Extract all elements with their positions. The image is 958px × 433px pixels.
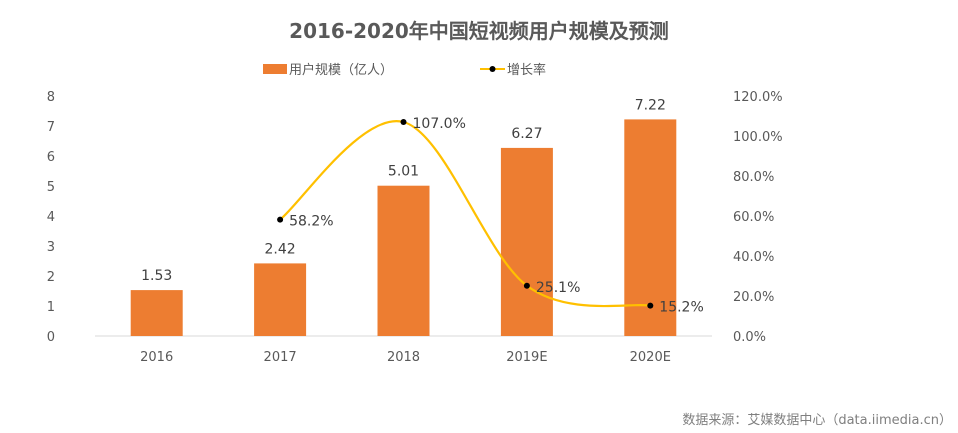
y-left-tick-label: 5 <box>47 180 55 195</box>
line-value-label: 25.1% <box>536 280 580 296</box>
bar-value-label: 2.42 <box>265 241 296 257</box>
x-tick-label: 2019E <box>506 350 547 365</box>
y-left-tick-label: 7 <box>47 120 55 135</box>
y-left-tick-label: 4 <box>47 210 55 225</box>
y-left-tick-label: 8 <box>47 90 55 105</box>
line-point <box>400 119 407 125</box>
x-tick-label: 2018 <box>387 350 420 365</box>
y-right-tick-label: 0.0% <box>733 330 766 345</box>
legend: 用户规模（亿人） 增长率 <box>263 62 546 78</box>
x-tick-label: 2020E <box>630 350 671 365</box>
y-right-tick-label: 120.0% <box>733 90 783 105</box>
bar <box>500 147 553 336</box>
legend-swatch-bar <box>263 64 287 74</box>
y-left-tick-label: 2 <box>47 270 55 285</box>
y-right-tick-label: 100.0% <box>733 130 783 145</box>
source-note: 数据来源：艾媒数据中心（data.iimedia.cn） <box>682 413 952 428</box>
y-left-tick-label: 1 <box>47 300 55 315</box>
y-axis-right: 0.0% 20.0% 40.0% 60.0% 80.0% 100.0% 120.0% <box>733 90 783 345</box>
x-tick-label: 2017 <box>264 350 297 365</box>
bar-series <box>130 119 677 337</box>
chart-title: 2016-2020年中国短视频用户规模及预测 <box>289 19 669 43</box>
y-left-tick-label: 6 <box>47 150 55 165</box>
y-left-tick-label: 3 <box>47 240 55 255</box>
line-value-label: 58.2% <box>289 214 333 230</box>
bar-value-label: 6.27 <box>511 126 542 142</box>
line-value-label: 15.2% <box>659 300 703 316</box>
bar-value-label: 7.22 <box>635 97 666 113</box>
bar <box>254 263 307 336</box>
line-value-label: 107.0% <box>413 116 466 132</box>
y-right-tick-label: 60.0% <box>733 210 774 225</box>
y-right-tick-label: 40.0% <box>733 250 774 265</box>
bar-value-label: 1.53 <box>141 268 172 284</box>
bar-value-label: 5.01 <box>388 164 419 180</box>
line-series: 58.2% 107.0% 25.1% 15.2% <box>277 116 704 316</box>
y-axis-left: 0 1 2 3 4 5 6 7 8 <box>47 90 55 345</box>
line-point <box>647 302 654 309</box>
legend-label-bar: 用户规模（亿人） <box>289 62 393 78</box>
line-point <box>523 282 530 289</box>
bar <box>130 290 183 336</box>
line-point <box>277 216 284 223</box>
y-right-tick-label: 20.0% <box>733 290 774 305</box>
legend-label-line: 增长率 <box>507 62 546 78</box>
x-axis: 2016 2017 2018 2019E 2020E <box>140 350 671 365</box>
growth-rate-line <box>279 120 651 308</box>
bar-data-labels: 1.53 2.42 5.01 6.27 7.22 <box>141 97 666 284</box>
x-tick-label: 2016 <box>140 350 173 365</box>
y-right-tick-label: 80.0% <box>733 170 774 185</box>
legend-swatch-marker <box>489 66 496 72</box>
y-left-tick-label: 0 <box>47 330 55 345</box>
bar <box>377 185 430 336</box>
bar <box>624 119 677 337</box>
